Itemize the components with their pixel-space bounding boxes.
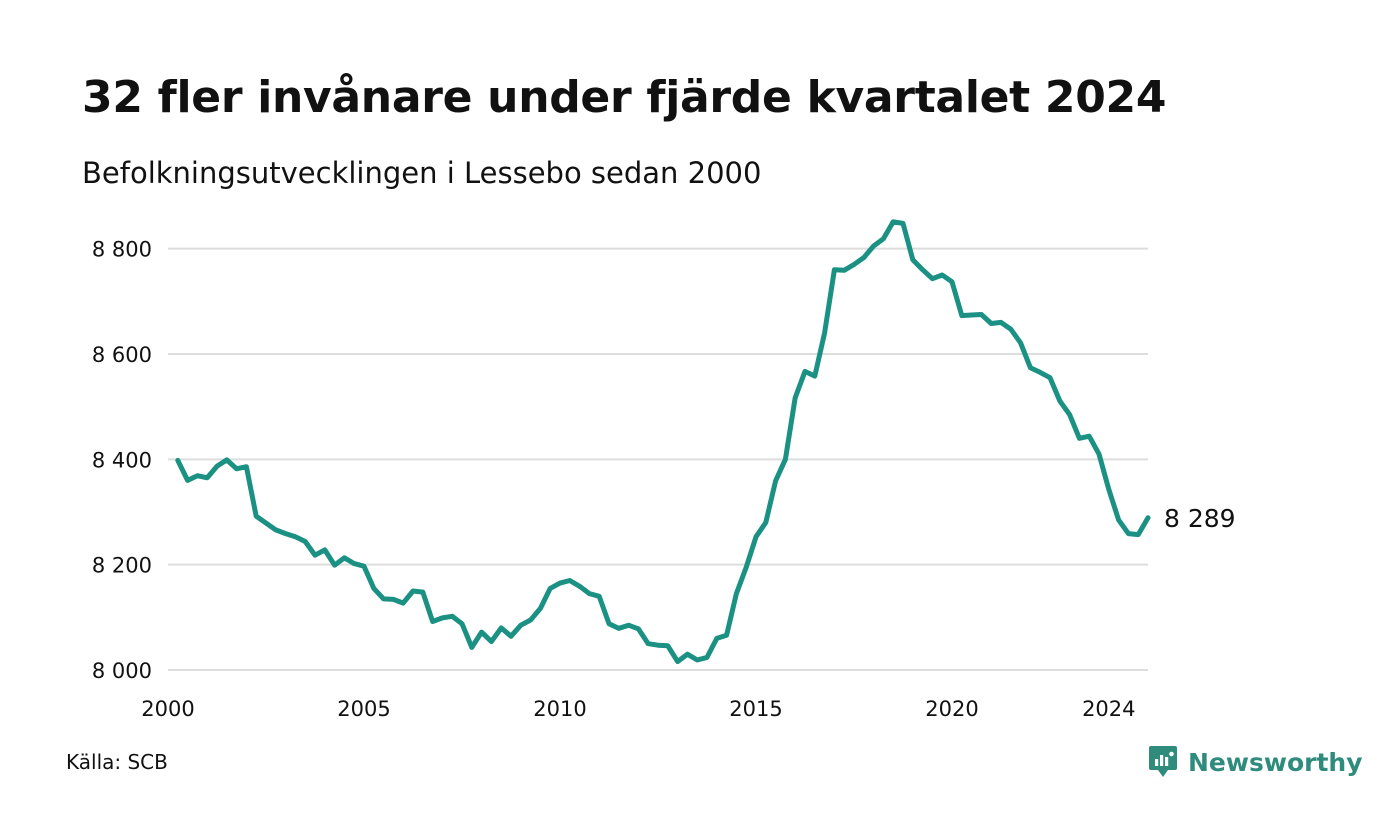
x-tick-label: 2024 bbox=[1082, 697, 1135, 721]
x-tick-label: 2020 bbox=[925, 697, 978, 721]
y-tick-label: 8 800 bbox=[92, 238, 152, 262]
source-note: Källa: SCB bbox=[66, 750, 168, 774]
chart-title: 32 fler invånare under fjärde kvartalet … bbox=[82, 72, 1167, 123]
y-tick-label: 8 400 bbox=[92, 448, 152, 472]
y-tick-label: 8 600 bbox=[92, 343, 152, 367]
chart-subtitle: Befolkningsutvecklingen i Lessebo sedan … bbox=[82, 156, 762, 190]
x-tick-label: 2000 bbox=[141, 697, 194, 721]
x-tick-label: 2015 bbox=[729, 697, 782, 721]
newsworthy-logo: Newsworthy bbox=[1148, 744, 1363, 780]
newsworthy-logo-icon bbox=[1149, 746, 1177, 777]
x-tick-label: 2010 bbox=[533, 697, 586, 721]
y-tick-label: 8 000 bbox=[92, 659, 152, 683]
logo-text: Newsworthy bbox=[1188, 747, 1363, 777]
y-tick-label: 8 200 bbox=[92, 554, 152, 578]
end-value-label: 8 289 bbox=[1164, 504, 1236, 533]
x-tick-label: 2005 bbox=[337, 697, 390, 721]
series-line bbox=[175, 219, 1151, 665]
